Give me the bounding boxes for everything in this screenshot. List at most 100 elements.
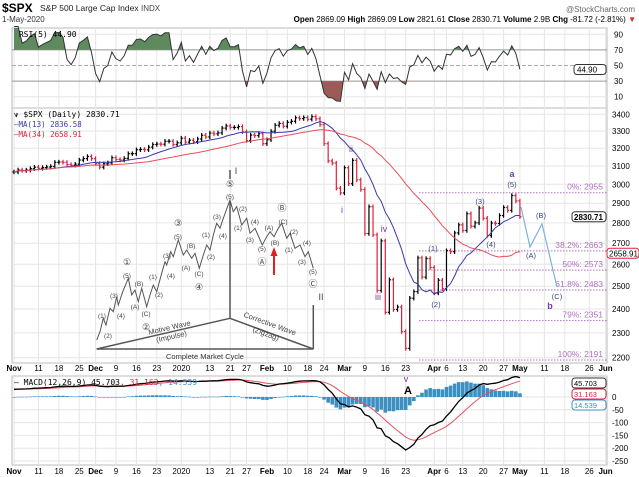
macd-tag: [571, 377, 607, 389]
price-bar: [338, 185, 342, 196]
macd-histogram-bar: [342, 397, 347, 408]
macd-histogram-bar: [155, 395, 159, 397]
ma34-tag-text: 2658.91: [609, 249, 638, 258]
price-bar: [220, 125, 224, 136]
macd-histogram-bar: [273, 397, 277, 398]
price-bar: [457, 222, 461, 236]
macd-histogram-bar: [350, 397, 355, 405]
price-tick-label: 3200: [612, 144, 630, 153]
rsi-legend: ▲RSI(5) 44.90: [14, 30, 77, 39]
x-tick-label: 2020: [172, 467, 190, 476]
x-tick-label: 20: [479, 364, 488, 373]
price-bar: [212, 130, 216, 137]
macd-histogram-bar: [444, 386, 449, 397]
macd-histogram-bar: [293, 395, 298, 397]
price-bar: [477, 205, 481, 226]
macd-histogram-bar: [469, 382, 473, 397]
diagram-label: (B): [135, 281, 144, 288]
diagram-label: Ⓒ: [308, 279, 317, 289]
macd-histogram-bar: [330, 397, 335, 405]
price-bar: [506, 205, 510, 213]
macd-histogram-bar: [289, 395, 294, 397]
macd-histogram-bar: [81, 396, 86, 397]
chg-label: Chg: [552, 15, 568, 24]
price-bar: [232, 125, 236, 130]
macd-histogram-bar: [114, 397, 118, 398]
fib-label: 38.2%: 2663: [555, 240, 603, 250]
price-bar: [367, 204, 371, 236]
price-bar: [53, 160, 57, 169]
macd-histogram-bar: [375, 397, 379, 412]
price-bar: [298, 115, 302, 121]
macd-histogram-bar: [407, 397, 412, 406]
x-tick-label: Feb: [260, 364, 274, 373]
macd-histogram-bar: [391, 397, 396, 412]
price-tick-label: 3000: [612, 180, 630, 189]
macd-histogram-bar: [310, 395, 314, 397]
price-bar: [424, 256, 428, 280]
price-bar: [89, 154, 94, 161]
ma13-line: [13, 121, 520, 295]
macd-panel: [11, 375, 608, 466]
rsi-icon: ▲: [14, 30, 19, 39]
diagram-label: (B): [271, 240, 280, 247]
macd-tag-text: 31.163: [574, 390, 597, 399]
price-tick-label: 3100: [612, 162, 630, 171]
x-tick-label: 6: [444, 364, 449, 373]
rsi-value-tag-text: 44.90: [577, 65, 598, 74]
macd-histogram-bar: [187, 396, 192, 398]
price-bar: [453, 230, 457, 254]
price-bar: [412, 289, 416, 301]
x-tick-label: 26: [585, 467, 594, 476]
diagram-label: (4): [303, 240, 311, 247]
diagram-label: (1): [202, 232, 210, 239]
x-tick-label: 9: [114, 467, 119, 476]
x-tick-label: 20: [479, 467, 488, 476]
x-tick-label: 13: [458, 467, 467, 476]
macd-tick-label: -100: [612, 419, 629, 428]
macd-line: [13, 375, 521, 451]
macd-histogram-bar: [65, 396, 69, 397]
macd-histogram-bar: [465, 381, 469, 397]
wave-label-pC: (C): [552, 292, 563, 301]
macd-histogram-bar: [281, 396, 286, 398]
macd-histogram-bar: [387, 397, 392, 412]
macd-histogram-bar: [150, 395, 155, 397]
price-bar: [359, 177, 363, 192]
fib-label: 79%: 2351: [562, 310, 603, 320]
price-tick-label: 2400: [612, 305, 630, 314]
price-bar: [502, 205, 506, 218]
wave-label-a5: (5): [507, 180, 517, 189]
diagram-label: (1): [234, 225, 242, 232]
macd-histogram-bar: [36, 396, 41, 397]
price-bar: [273, 123, 277, 134]
price-bar: [473, 220, 477, 229]
price-bar: [179, 135, 183, 146]
wave-label-pB: (B): [536, 211, 547, 220]
x-tick-label: Jun: [598, 467, 612, 476]
price-series: 2830.712658.91iiiiiiivvAa(5)(3)(4)(1)(2)…: [12, 114, 639, 397]
wave-label-ii: ii: [349, 144, 353, 154]
x-tick-label: 25: [75, 364, 84, 373]
symbol: $SPX: [2, 1, 33, 15]
macd-histogram-bar: [126, 396, 131, 398]
x-tick-label: 11: [34, 467, 43, 476]
macd-histogram-bar: [248, 397, 253, 399]
macd-tag: [571, 399, 607, 411]
open-value: 2869.09: [316, 15, 345, 24]
price-bar: [151, 142, 155, 150]
diagram-label: (1): [285, 247, 293, 254]
macd-histogram-bar: [403, 397, 408, 410]
macd-histogram-bar: [228, 396, 233, 397]
x-tick-label: 6: [444, 467, 449, 476]
price-bar: [334, 160, 338, 191]
macd-histogram-bar: [142, 395, 147, 397]
macd-histogram-bar: [195, 397, 200, 398]
price-bar: [514, 193, 518, 204]
macd-histogram-bar: [461, 382, 465, 397]
price-tick-label: 3300: [612, 127, 630, 136]
price-bar: [497, 213, 502, 226]
wave-label-v: v: [404, 374, 409, 384]
diagram-label: (1): [149, 274, 157, 281]
x-tick-label: 26: [585, 364, 594, 373]
